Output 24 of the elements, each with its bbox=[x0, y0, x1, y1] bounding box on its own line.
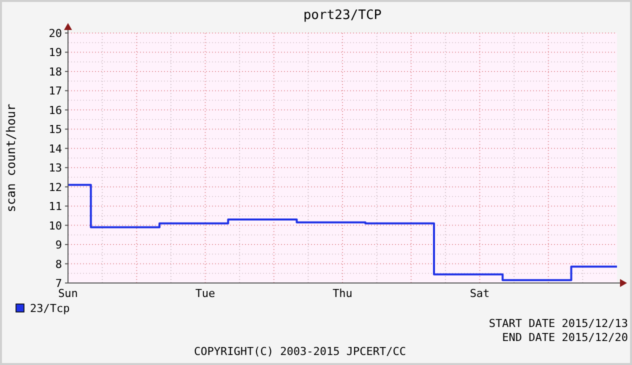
y-tick-label: 13 bbox=[48, 162, 62, 175]
y-tick-label: 18 bbox=[48, 65, 62, 78]
y-tick-label: 8 bbox=[55, 258, 62, 271]
x-tick-label: Sun bbox=[58, 287, 78, 300]
text: END DATE 2015/12/20 bbox=[502, 331, 628, 344]
x-tick-label: Tue bbox=[195, 287, 216, 300]
y-tick-label: 10 bbox=[48, 219, 62, 232]
y-tick-label: 20 bbox=[48, 27, 62, 40]
y-tick-label: 12 bbox=[48, 180, 62, 194]
text: START DATE 2015/12/13 bbox=[488, 317, 628, 330]
text: COPYRIGHT(C) 2003-2015 JPCERT/CC bbox=[194, 345, 406, 358]
y-tick-label: 11 bbox=[48, 200, 62, 214]
y-tick-label: 14 bbox=[48, 142, 62, 156]
y-tick-label: 7 bbox=[55, 277, 62, 290]
y-tick-label: 19 bbox=[48, 46, 62, 60]
y-tick-label: 16 bbox=[48, 104, 62, 117]
y-tick-label: 17 bbox=[48, 84, 62, 98]
y-axis-title: scan count/hour bbox=[4, 104, 18, 212]
x-tick-label: Thu bbox=[332, 287, 352, 300]
y-tick-label: 15 bbox=[48, 123, 62, 136]
y-tick-label: 9 bbox=[55, 238, 62, 252]
x-tick-label: Sat bbox=[470, 287, 490, 300]
legend-label: 23/Tcp bbox=[30, 302, 70, 315]
chart-title: port23/TCP bbox=[303, 8, 382, 23]
